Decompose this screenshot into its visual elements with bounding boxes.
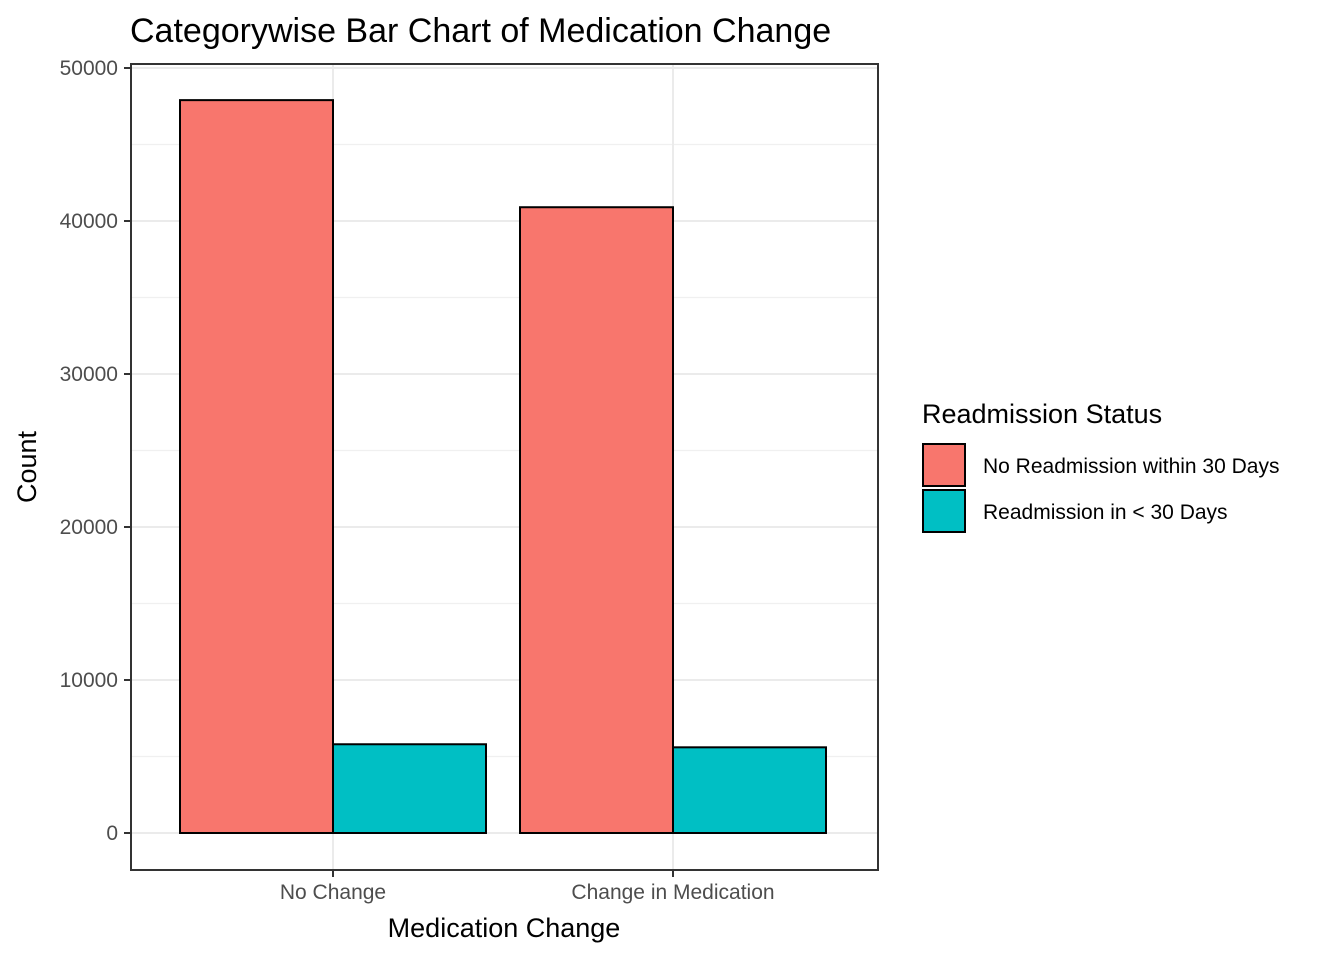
x-axis-title: Medication Change (388, 913, 621, 943)
bars (179, 99, 827, 835)
y-tick-label: 10000 (60, 669, 118, 692)
bar (332, 743, 487, 835)
y-tick-label: 0 (106, 822, 118, 845)
legend-label: Readmission in < 30 Days (983, 501, 1228, 524)
y-tick-label: 20000 (60, 516, 118, 539)
legend-key (922, 443, 966, 487)
chart-title: Categorywise Bar Chart of Medication Cha… (130, 12, 831, 50)
y-tick-label: 30000 (60, 363, 118, 386)
plot-border (130, 63, 879, 871)
y-tick-label: 50000 (60, 57, 118, 80)
y-tick-label: 40000 (60, 210, 118, 233)
legend-label: No Readmission within 30 Days (983, 455, 1279, 478)
legend-key (922, 489, 966, 533)
x-tick-label: No Change (280, 881, 386, 904)
bar (672, 746, 827, 835)
bar (179, 99, 334, 834)
y-axis: 0 10000 20000 30000 40000 50000 (60, 57, 131, 845)
y-axis-title: Count (12, 430, 42, 503)
bar (519, 206, 674, 835)
plot-area (130, 63, 879, 871)
x-tick-label: Change in Medication (571, 881, 774, 904)
legend-title: Readmission Status (922, 399, 1162, 429)
legend: Readmission Status No Readmission within… (922, 399, 1279, 533)
x-axis: No Change Change in Medication (280, 870, 775, 904)
